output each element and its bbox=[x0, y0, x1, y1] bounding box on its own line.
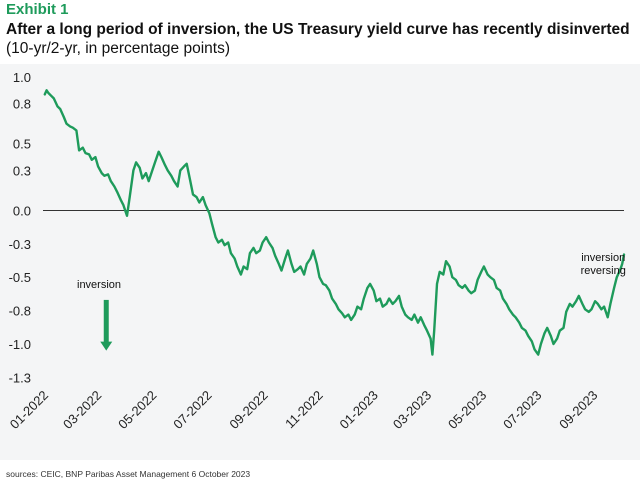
inversion-arrow-shaft bbox=[103, 299, 109, 343]
y-tick-label: 1.0 bbox=[13, 70, 31, 85]
plot-background bbox=[0, 64, 640, 460]
x-tick-label: 05-2023 bbox=[445, 388, 489, 432]
annotation-label: inversion reversing bbox=[581, 252, 626, 277]
y-tick-label: -0.3 bbox=[9, 237, 31, 252]
y-tick-label: -0.5 bbox=[9, 270, 31, 285]
annotation-line: reversing bbox=[581, 265, 626, 277]
chart-title-main: After a long period of inversion, the US… bbox=[6, 21, 630, 38]
y-tick-label: 0.3 bbox=[13, 163, 31, 178]
source-note: sources: CEIC, BNP Paribas Asset Managem… bbox=[6, 469, 251, 479]
y-tick-label: -1.3 bbox=[9, 370, 31, 385]
x-tick-label: 03-2022 bbox=[60, 388, 104, 432]
inversion-arrow-head bbox=[100, 341, 113, 351]
x-tick-label: 07-2022 bbox=[170, 388, 214, 432]
y-tick-label: -1.0 bbox=[9, 337, 31, 352]
x-tick-label: 09-2022 bbox=[226, 388, 270, 432]
x-tick-label: 07-2023 bbox=[500, 388, 544, 432]
y-tick-label: 0.8 bbox=[13, 97, 31, 112]
series-line bbox=[43, 89, 626, 356]
x-tick-label: 09-2023 bbox=[556, 388, 600, 432]
annotation-line: inversion bbox=[581, 252, 625, 264]
annotation-label: inversion bbox=[77, 279, 121, 291]
chart-subtitle-units: (10-yr/2-yr, in percentage points) bbox=[6, 40, 230, 57]
yield-curve-chart: 1.0 0.8 0.5 0.3 0.0 -0.3 -0.5 -0.8 -1.0 -1.3 01-20… bbox=[7, 70, 626, 432]
x-tick-label: 01-2023 bbox=[337, 388, 381, 432]
x-tick-label: 11-2022 bbox=[282, 388, 326, 432]
annotation-line: inversion bbox=[77, 279, 121, 291]
x-tick-label: 05-2022 bbox=[115, 388, 159, 432]
exhibit-label: Exhibit 1 bbox=[6, 1, 69, 18]
x-tick-label: 03-2023 bbox=[390, 388, 434, 432]
y-tick-label: -0.8 bbox=[9, 304, 31, 319]
y-tick-label: 0.0 bbox=[13, 203, 31, 218]
y-tick-label: 0.5 bbox=[13, 137, 31, 152]
chart-title: After a long period of inversion, the US… bbox=[6, 20, 634, 58]
x-tick-label: 01-2022 bbox=[7, 388, 51, 432]
